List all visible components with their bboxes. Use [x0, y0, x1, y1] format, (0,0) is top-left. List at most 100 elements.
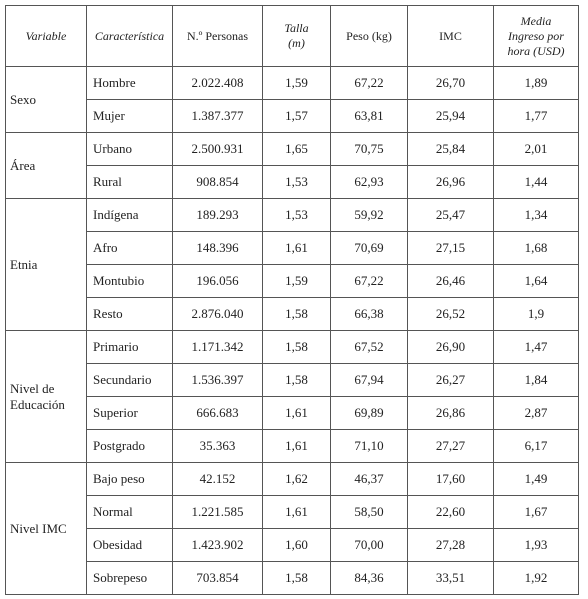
value-cell: 63,81	[330, 99, 408, 133]
value-cell: 1,58	[262, 297, 331, 331]
value-cell: 1,34	[493, 198, 579, 232]
characteristic-cell: Primario	[86, 330, 173, 364]
value-cell: 2.022.408	[172, 66, 263, 100]
value-cell: 1.387.377	[172, 99, 263, 133]
value-cell: 1,53	[262, 198, 331, 232]
header-line: (m)	[288, 36, 305, 50]
value-cell: 17,60	[407, 462, 494, 496]
table-row: Área Urbano 2.500.931 1,65 70,75 25,84 2,01	[5, 132, 579, 199]
table-row: Nivel IMC Bajo peso 42.152 1,62 46,37 17,60 1,…	[5, 462, 579, 595]
value-cell: 1,67	[493, 495, 579, 529]
table-row: Superior 666.683 1,61 69,89 26,86 2,87	[6, 396, 579, 430]
value-cell: 59,92	[330, 198, 408, 232]
header-line: Ingreso por	[508, 28, 564, 43]
value-cell: 27,28	[407, 528, 494, 562]
value-cell: 148.396	[172, 231, 263, 265]
characteristic-cell: Postgrado	[86, 429, 173, 463]
value-cell: 1,47	[493, 330, 579, 364]
value-cell: 189.293	[172, 198, 263, 232]
table-row: Nivel de Educación Primario 1.171.342 1,58 6…	[5, 330, 579, 463]
value-cell: 26,90	[407, 330, 494, 364]
value-cell: 67,22	[330, 264, 408, 298]
value-cell: 1,61	[262, 231, 331, 265]
header-line: Variable	[25, 28, 67, 43]
table-row: Montubio 196.056 1,59 67,22 26,46 1,64	[6, 264, 579, 298]
value-cell: 666.683	[172, 396, 263, 430]
value-cell: 58,50	[330, 495, 408, 529]
value-cell: 6,17	[493, 429, 579, 463]
value-cell: 1.171.342	[172, 330, 263, 364]
value-cell: 84,36	[330, 561, 408, 595]
table-header: Variable Característica N.º Personas Talla(…	[5, 5, 579, 67]
value-cell: 1,89	[493, 66, 579, 100]
value-cell: 1.423.902	[172, 528, 263, 562]
value-cell: 26,86	[407, 396, 494, 430]
header-line: IMC	[439, 28, 462, 43]
value-cell: 1,61	[262, 396, 331, 430]
value-cell: 1,44	[493, 165, 579, 199]
value-cell: 35.363	[172, 429, 263, 463]
value-cell: 25,47	[407, 198, 494, 232]
characteristic-cell: Urbano	[86, 132, 173, 166]
value-cell: 1.221.585	[172, 495, 263, 529]
value-cell: 26,70	[407, 66, 494, 100]
characteristic-cell: Rural	[86, 165, 173, 199]
variable-cell: Etnia	[5, 198, 87, 331]
header-line: hora (USD)	[507, 43, 565, 58]
value-cell: 2,87	[493, 396, 579, 430]
value-cell: 2,01	[493, 132, 579, 166]
value-cell: 26,52	[407, 297, 494, 331]
value-cell: 66,38	[330, 297, 408, 331]
value-cell: 26,46	[407, 264, 494, 298]
column-header: Característica	[86, 5, 173, 67]
value-cell: 27,15	[407, 231, 494, 265]
table-row: Mujer 1.387.377 1,57 63,81 25,94 1,77	[6, 99, 579, 133]
value-cell: 1,92	[493, 561, 579, 595]
value-cell: 1,65	[262, 132, 331, 166]
table-row: Sexo Hombre 2.022.408 1,59 67,22 26,70 1,89	[5, 66, 579, 133]
value-cell: 67,94	[330, 363, 408, 397]
value-cell: 1,58	[262, 561, 331, 595]
value-cell: 908.854	[172, 165, 263, 199]
value-cell: 1,59	[262, 264, 331, 298]
table-row: Sobrepeso 703.854 1,58 84,36 33,51 1,92	[6, 561, 579, 595]
value-cell: 69,89	[330, 396, 408, 430]
value-cell: 70,00	[330, 528, 408, 562]
value-cell: 26,27	[407, 363, 494, 397]
value-cell: 22,60	[407, 495, 494, 529]
header-line: Característica	[94, 28, 165, 43]
table-row: Etnia Indígena 189.293 1,53 59,92 25,47 1,34	[5, 198, 579, 331]
value-cell: 2.500.931	[172, 132, 263, 166]
value-cell: 1,84	[493, 363, 579, 397]
column-header: Talla (m)	[262, 5, 331, 67]
value-cell: 27,27	[407, 429, 494, 463]
table-row: Resto 2.876.040 1,58 66,38 26,52 1,9	[6, 297, 579, 331]
value-cell: 33,51	[407, 561, 494, 595]
characteristic-cell: Obesidad	[86, 528, 173, 562]
value-cell: 42.152	[172, 462, 263, 496]
value-cell: 1,68	[493, 231, 579, 265]
value-cell: 1,60	[262, 528, 331, 562]
header-line: Media	[520, 13, 552, 28]
value-cell: 1,57	[262, 99, 331, 133]
characteristic-cell: Normal	[86, 495, 173, 529]
variable-cell: Área	[5, 132, 87, 199]
value-cell: 25,84	[407, 132, 494, 166]
column-header: N.º Personas	[172, 5, 263, 67]
value-cell: 1,53	[262, 165, 331, 199]
table-row: Postgrado 35.363 1,61 71,10 27,27 6,17	[6, 429, 579, 463]
table-row: Secundario 1.536.397 1,58 67,94 26,27 1,84	[6, 363, 579, 397]
characteristic-cell: Superior	[86, 396, 173, 430]
header-line: Peso (kg)	[346, 28, 392, 43]
value-cell: 1,49	[493, 462, 579, 496]
column-header: Media Ingreso por hora (USD)	[493, 5, 579, 67]
value-cell: 1,9	[493, 297, 579, 331]
value-cell: 1,64	[493, 264, 579, 298]
characteristic-cell: Secundario	[86, 363, 173, 397]
characteristic-cell: Sobrepeso	[86, 561, 173, 595]
variable-cell: Nivel IMC	[5, 462, 87, 595]
header-line: Talla	[284, 21, 309, 35]
characteristic-cell: Mujer	[86, 99, 173, 133]
value-cell: 1,58	[262, 330, 331, 364]
